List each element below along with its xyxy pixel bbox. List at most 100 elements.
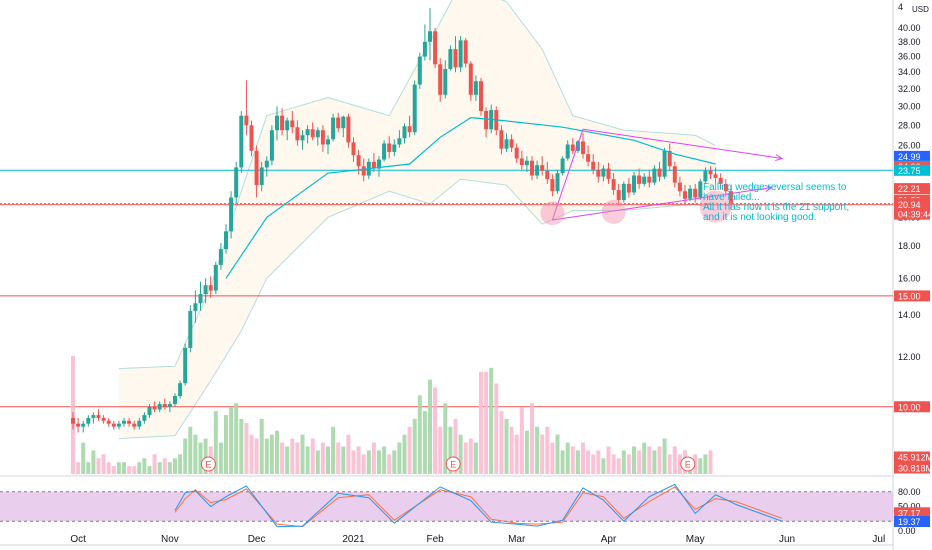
candle-body: [264, 160, 269, 168]
candle-body: [504, 139, 509, 149]
volume-bar: [76, 462, 81, 474]
candle-body: [269, 130, 274, 161]
price-layer: [71, 8, 733, 433]
candle-body: [438, 64, 443, 95]
volume-bar: [244, 422, 249, 474]
volume-bar: [473, 442, 478, 474]
price-tick-label: 28.00: [898, 120, 921, 130]
volume-bar: [637, 450, 642, 474]
candle-body: [662, 150, 667, 177]
candle-body: [463, 40, 468, 64]
volume-bar: [157, 462, 162, 474]
stoch-k-tag-bg: [894, 516, 930, 528]
candle-body: [254, 150, 259, 186]
volume-bar: [514, 434, 519, 474]
annotation-line-3: All it has now it is the 21 support,: [703, 202, 849, 213]
volume-bar: [626, 454, 631, 474]
candle-body: [91, 415, 96, 418]
volume-bar: [708, 450, 713, 474]
candle-body: [555, 173, 560, 192]
volume-bar: [509, 426, 514, 474]
candle-body: [275, 115, 279, 131]
candle-body: [111, 423, 116, 427]
time-tick-label: 2021: [342, 534, 365, 545]
earnings-marker-circle: [200, 456, 216, 472]
volume-bar: [677, 454, 682, 474]
volume-bar: [417, 395, 422, 474]
volume-bar: [178, 454, 183, 474]
stoch-d-tag: 37.17: [894, 507, 930, 519]
volume-bar: [647, 446, 652, 474]
price-tag-text: 20.94: [898, 200, 921, 210]
volume-bar: [366, 450, 371, 474]
volume-bar: [295, 442, 300, 474]
volume-bar: [320, 442, 325, 474]
stoch-d-tag-bg: [894, 507, 930, 519]
volume-avg-tag: 30.818M: [894, 462, 932, 474]
candle-body: [351, 142, 356, 156]
candle-body: [315, 130, 320, 138]
candle-body: [718, 177, 723, 184]
price-tag: 22.21: [894, 183, 930, 195]
wedge-connector: [551, 129, 584, 221]
volume-bar: [254, 438, 259, 474]
volume-bar: [407, 426, 412, 474]
volume-bar: [443, 403, 448, 474]
volume-bar: [479, 371, 483, 474]
candle-body: [86, 417, 91, 424]
price-tag-bg: [894, 290, 930, 302]
time-tick-label: Oct: [70, 534, 86, 545]
volume-bar: [453, 418, 458, 474]
volume-bar: [162, 458, 167, 474]
candle-body: [524, 160, 529, 166]
volume-bar: [519, 407, 524, 474]
volume-bar: [361, 454, 366, 474]
volume-layer: [71, 356, 713, 474]
candle-body: [657, 168, 662, 177]
volume-bar: [530, 403, 534, 474]
candle-body: [167, 404, 172, 407]
earnings-marker: E: [680, 456, 696, 472]
volume-bar: [341, 446, 346, 474]
candle-body: [326, 139, 330, 145]
candle-body: [320, 130, 325, 145]
candle-body: [683, 191, 687, 199]
candle-body: [213, 264, 218, 291]
volume-bar: [326, 446, 330, 474]
price-tag-bg: [894, 401, 930, 413]
volume-bar: [213, 411, 218, 474]
volume-bar: [101, 454, 106, 474]
stoch-k-line: [174, 483, 783, 528]
volume-tag-bg: [894, 451, 930, 463]
candle-body: [728, 191, 733, 204]
candle-body: [244, 115, 249, 126]
volume-bar: [560, 450, 565, 474]
time-tick-label: Dec: [248, 534, 266, 545]
candle-body: [101, 417, 106, 421]
candle-body: [122, 420, 126, 424]
price-tick-label: 32.00: [898, 84, 921, 94]
candle-body: [259, 167, 264, 186]
price-tag: 24.99: [894, 150, 930, 162]
earnings-marker-letter: E: [450, 460, 456, 470]
volume-bar: [412, 418, 417, 474]
volume-bar: [662, 438, 667, 474]
currency-label: USD: [912, 5, 929, 14]
price-tag-text: 24.99: [898, 152, 921, 162]
volume-bar: [489, 367, 494, 474]
oscillator-layer: [0, 483, 893, 528]
candle-body: [647, 176, 652, 183]
candle-body: [147, 406, 152, 416]
volume-bar: [377, 450, 381, 474]
volume-bar: [86, 462, 91, 474]
candle-body: [392, 144, 397, 152]
volume-tag: 45.912M: [894, 451, 932, 463]
highlight-circle: [540, 201, 565, 226]
volume-bar: [565, 442, 570, 474]
candle-body: [412, 84, 417, 133]
candle-body: [280, 115, 285, 131]
candle-body: [458, 40, 463, 68]
volume-bar: [147, 466, 152, 474]
earnings-marker-letter: E: [205, 460, 211, 470]
candle-body: [672, 166, 677, 183]
